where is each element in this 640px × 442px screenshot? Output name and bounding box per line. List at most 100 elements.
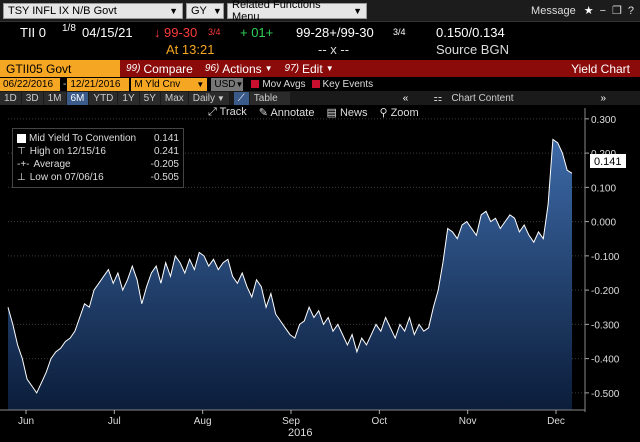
- actions-number: 96): [204, 63, 220, 74]
- x-axis: Jun Jul Aug Sep Oct Nov Dec: [0, 409, 585, 427]
- key-events-checkbox[interactable]: [311, 80, 320, 88]
- period-button-1y[interactable]: 1Y: [118, 91, 139, 105]
- news-icon: ▤: [326, 107, 340, 119]
- y-tick-label: 0.000: [591, 218, 616, 229]
- start-date-field[interactable]: 06/22/2016: [0, 77, 60, 91]
- price-time: At 13:21: [166, 42, 215, 57]
- ticker: TII 0: [20, 25, 47, 40]
- gy-field[interactable]: GY ▼: [186, 2, 224, 19]
- period-button-ytd[interactable]: YTD: [89, 91, 118, 105]
- edit-number: 97): [284, 63, 299, 74]
- mov-avgs-label: Mov Avgs: [262, 78, 306, 90]
- legend-high-row: ⊤ High on 12/15/16 0.241: [17, 145, 179, 158]
- chevron-down-icon[interactable]: ▼: [353, 5, 362, 16]
- period-button-max[interactable]: Max: [160, 91, 188, 105]
- security-code-field[interactable]: GTII05 Govt: [0, 60, 120, 77]
- yield-area: [8, 139, 572, 410]
- chart-content-button[interactable]: Chart Content: [451, 92, 514, 104]
- help-icon[interactable]: ?: [627, 4, 634, 17]
- chart-toolbar: ⤢ Track ✎ Annotate ▤ News ⚲ Zoom: [208, 106, 419, 119]
- pricing-source: Source BGN: [436, 42, 509, 57]
- annotate-tool[interactable]: ✎ Annotate: [259, 106, 315, 119]
- coupon-fraction: 1/8: [62, 23, 76, 34]
- bid-ask: 99-28+/99-30: [296, 25, 374, 40]
- legend-high-value: 0.241: [153, 146, 179, 157]
- related-label: Related Functions Menu: [232, 0, 321, 23]
- chevron-down-icon: ▼: [325, 64, 334, 73]
- series-swatch-icon[interactable]: [17, 134, 26, 143]
- last-price: 99-30: [164, 25, 198, 40]
- legend-avg-label: Average: [33, 159, 71, 170]
- high-marker-icon: ⊤: [17, 146, 26, 157]
- compare-number: 99): [126, 63, 141, 74]
- window-icon[interactable]: ❐: [612, 5, 622, 17]
- currency-label: USD: [214, 78, 236, 90]
- period-bar: 1D 3D 1M 6M YTD 1Y 5Y Max Daily ▼ ⟋ Table « ⚏ C…: [0, 91, 640, 105]
- line-chart-icon[interactable]: ⟋: [233, 91, 249, 105]
- parameter-bar: 06/22/2016 - 12/21/2016 M Yld Cnv ▼ USD …: [0, 77, 640, 91]
- legend-last-value: 0.141: [153, 133, 179, 144]
- period-button-1d[interactable]: 1D: [0, 91, 21, 105]
- zoom-tool[interactable]: ⚲ Zoom: [379, 106, 418, 119]
- chevron-down-icon: ▼: [216, 93, 225, 103]
- end-date-field[interactable]: 12/21/2016: [67, 77, 130, 91]
- actions-label: Actions: [222, 61, 262, 76]
- page-title: Yield Chart: [571, 61, 630, 76]
- table-button[interactable]: Table: [249, 91, 290, 105]
- period-button-1m[interactable]: 1M: [43, 91, 66, 105]
- edit-menu[interactable]: 97) Edit ▼: [279, 60, 340, 77]
- x-tick-label: Jun: [18, 416, 34, 427]
- x-tick-label: Sep: [282, 416, 300, 427]
- chart-legend: Mid Yield To Convention 0.141 ⊤ High on …: [12, 128, 184, 188]
- currency-select[interactable]: USD ▼: [211, 77, 243, 91]
- period-buttons: 1D 3D 1M 6M YTD 1Y 5Y Max: [0, 91, 189, 105]
- field-select[interactable]: M Yld Cnv ▼: [131, 77, 208, 91]
- last-value-badge: [590, 154, 626, 168]
- y-tick-label: 0.100: [591, 183, 616, 194]
- legend-avg-row: -+- Average -0.205: [17, 158, 179, 171]
- down-arrow-icon: ↓: [154, 25, 161, 40]
- date-separator: -: [63, 78, 67, 90]
- bid-ask-fraction: 3/4: [393, 27, 406, 37]
- y-tick-label: -0.300: [591, 320, 620, 331]
- field-select-label: M Yld Cnv: [134, 78, 181, 90]
- actions-menu[interactable]: 96) Actions ▼: [199, 60, 279, 77]
- expand-icon[interactable]: »: [600, 92, 606, 104]
- edit-label: Edit: [302, 61, 323, 76]
- period-button-3d[interactable]: 3D: [21, 91, 43, 105]
- security-field[interactable]: TSY INFL IX N/B Govt ▼: [3, 2, 183, 19]
- compare-label: Compare: [143, 61, 193, 76]
- legend-low-row: ⊥ Low on 07/06/16 -0.505: [17, 171, 179, 184]
- size-dashes: -- x --: [318, 42, 350, 57]
- x-tick-label: Jul: [108, 416, 121, 427]
- gy-label: GY: [191, 4, 207, 17]
- star-icon[interactable]: ★: [583, 5, 594, 17]
- minus-icon[interactable]: −: [599, 4, 606, 17]
- x-axis-year: 2016: [288, 427, 312, 439]
- y-tick-label: -0.100: [591, 252, 620, 263]
- x-tick-label: Oct: [372, 416, 388, 427]
- yield-chart[interactable]: 0.3000.2000.1000.000-0.100-0.200-0.300-0…: [0, 105, 640, 442]
- legend-series-row: Mid Yield To Convention 0.141: [17, 132, 179, 145]
- track-label: Track: [219, 106, 247, 118]
- y-tick-label: -0.400: [591, 355, 620, 366]
- x-tick-label: Nov: [459, 416, 477, 427]
- low-marker-icon: ⊥: [17, 172, 26, 183]
- compare-menu[interactable]: 99) Compare: [120, 60, 199, 77]
- track-tool[interactable]: ⤢ Track: [208, 106, 247, 119]
- period-button-5y[interactable]: 5Y: [139, 91, 160, 105]
- period-button-6m[interactable]: 6M: [66, 91, 89, 105]
- frequency-select[interactable]: Daily ▼: [188, 91, 229, 105]
- top-command-bar: TSY INFL IX N/B Govt ▼ GY ▼ Related Func…: [0, 0, 640, 23]
- menu-bar: GTII05 Govt 99) Compare 96) Actions ▼ 97…: [0, 60, 640, 77]
- average-marker-icon: -+-: [17, 159, 30, 170]
- chevron-down-icon[interactable]: ▼: [212, 5, 222, 16]
- related-functions-field[interactable]: Related Functions Menu ▼: [227, 0, 367, 23]
- news-label: News: [339, 107, 368, 119]
- message-button[interactable]: Message: [531, 4, 576, 17]
- chart-content-icon[interactable]: ⚏: [433, 92, 443, 104]
- mov-avgs-checkbox[interactable]: [251, 80, 260, 88]
- news-tool[interactable]: ▤ News: [326, 106, 367, 119]
- collapse-icon[interactable]: «: [402, 92, 409, 104]
- chevron-down-icon[interactable]: ▼: [169, 5, 178, 16]
